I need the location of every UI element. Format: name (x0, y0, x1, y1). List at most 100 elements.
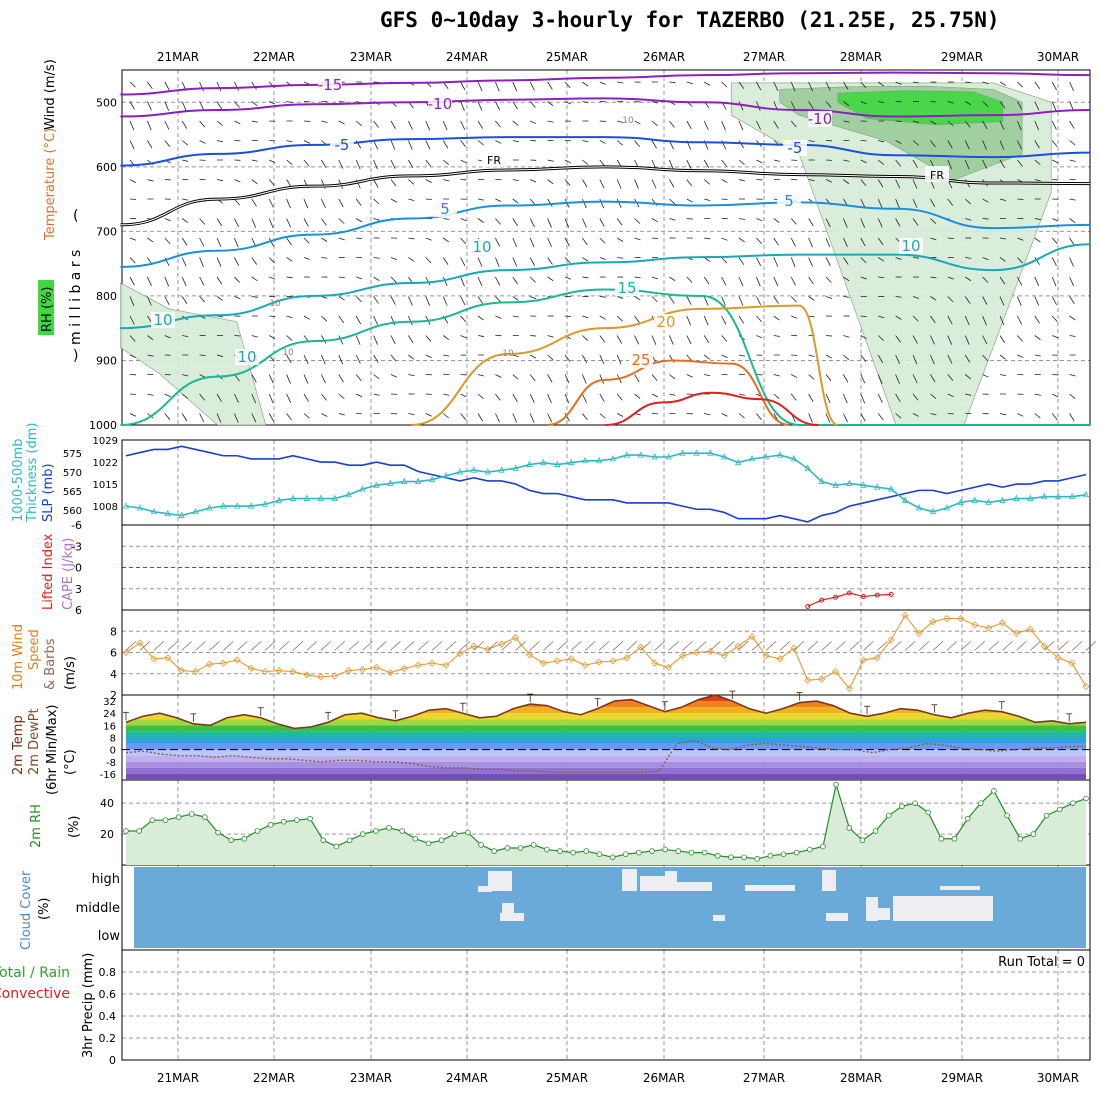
wind-barb (164, 140, 171, 148)
wind-speed-marker (581, 661, 589, 669)
wind-barb (512, 179, 519, 182)
legend-wind: Wind (m/s) (43, 59, 58, 130)
surface-wind-barb (403, 641, 415, 651)
li-tick: 6 (75, 604, 82, 617)
wind-barb (616, 335, 623, 344)
wind-barb (373, 120, 379, 128)
wind-barb (651, 101, 659, 104)
wind-barb (199, 120, 206, 128)
wind-barb (129, 257, 136, 264)
isotherm-label-bg (330, 137, 354, 153)
thickness-marker (943, 504, 951, 511)
wind-speed-marker (511, 634, 520, 642)
surface-wind-barb (877, 641, 888, 651)
wind-barb (860, 159, 867, 164)
wind-barb (877, 237, 884, 246)
surface-wind-barb (612, 641, 624, 651)
thickness-marker (470, 466, 477, 473)
wind-barb (1069, 335, 1076, 337)
wind-barb (982, 315, 987, 326)
millibars-label: m i l l i b a r s (68, 250, 84, 345)
thickness-marker (818, 477, 825, 484)
wind-speed-marker (776, 655, 784, 663)
wind-barb (756, 413, 762, 420)
wind-barb (286, 276, 293, 279)
wind-barb (269, 159, 276, 164)
wind-barb (582, 374, 587, 384)
wind-barb (895, 179, 901, 189)
wind-barb (147, 101, 152, 111)
wind-barb (738, 140, 744, 149)
wind-barb (738, 179, 746, 182)
wind-barb (686, 159, 692, 169)
wind-barb (912, 140, 919, 146)
wind-barb (825, 101, 832, 108)
wind-barb (495, 257, 500, 267)
rh-marker (294, 817, 300, 823)
wind-barb (773, 296, 779, 304)
surface-wind-barb (1057, 641, 1069, 651)
wind-barb (1069, 198, 1076, 201)
ylabel-cloud-1: Cloud Cover (19, 870, 34, 950)
wind-barb (999, 140, 1005, 150)
wind-speed-marker (205, 660, 214, 668)
wind-speed-marker (470, 642, 478, 650)
wind-barb (964, 159, 970, 170)
temp-bands (126, 695, 1086, 780)
wind-barb (564, 257, 571, 264)
wind-barb (129, 198, 137, 200)
wind-barb (895, 218, 901, 227)
wind-barb (564, 315, 572, 318)
wind-barb (373, 393, 380, 396)
ylabel-temp-2: 2m DewPt (27, 708, 42, 775)
wind-barb (321, 393, 327, 401)
wind-barb (617, 413, 624, 417)
surface-wind-barb (1043, 641, 1055, 651)
cloud-clear-patch (713, 915, 725, 921)
wind-barb (321, 296, 328, 299)
wind-barb (825, 276, 832, 283)
thickness-marker (415, 477, 422, 484)
wind-barb (860, 179, 867, 186)
wind-barb (251, 159, 258, 162)
wind-barb (460, 218, 467, 222)
surface-wind-barb (529, 641, 540, 651)
isotherm--10 (120, 97, 1091, 118)
wind-barb (529, 257, 535, 266)
wind-barb (495, 140, 502, 144)
isotherm-label-bg (777, 193, 801, 209)
wind-barb (790, 393, 797, 401)
rh-marker (149, 817, 156, 823)
wind-speed-marker (317, 673, 325, 681)
wind-barb (321, 237, 328, 242)
wind-barb (164, 393, 171, 398)
wind-barb (912, 354, 918, 365)
wind-barb (1034, 120, 1040, 131)
wind-barb (547, 276, 554, 282)
wind-speed-marker (150, 655, 158, 663)
pressure-tick: 700 (96, 225, 117, 238)
wind-barb (512, 354, 519, 357)
pressure-tick: 900 (96, 354, 117, 367)
surface-wind-barb (654, 641, 665, 651)
wind-barb (390, 179, 397, 187)
wind-barb (791, 315, 798, 319)
wind-barb (564, 179, 571, 186)
wind-barb (808, 179, 815, 182)
wind-barb (808, 101, 814, 110)
wind-barb (147, 296, 152, 306)
wind-barb (756, 296, 762, 306)
wind-barb (617, 257, 624, 259)
wind-speed-marker (1026, 625, 1034, 633)
wind-barb (947, 374, 954, 381)
date-tick-bottom: 30MAR (1037, 1071, 1079, 1085)
cloud-clear-patch (826, 913, 848, 921)
wind-barb (164, 101, 170, 111)
wind-barb (756, 101, 761, 111)
wind-barb (286, 198, 291, 209)
thickness-marker (373, 481, 380, 488)
wind-barb (269, 276, 276, 280)
wind-barb (234, 101, 240, 108)
wind-barb (182, 159, 189, 162)
panels-layer (121, 69, 1091, 1061)
